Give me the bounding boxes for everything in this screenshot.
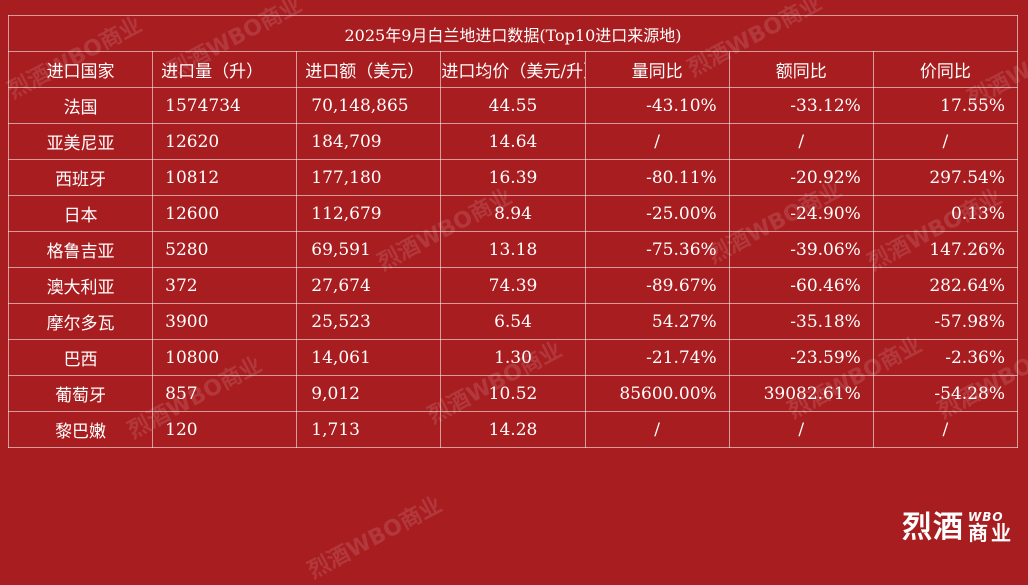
cell-price-yoy: 147.26% <box>872 231 1019 268</box>
cell-avg-price: 1.30 <box>440 339 586 376</box>
cell-price-yoy: 17.55% <box>872 87 1019 124</box>
cell-amount-yoy: -39.06% <box>728 231 874 268</box>
cell-volume-yoy: -25.00% <box>584 195 730 232</box>
cell-country: 格鲁吉亚 <box>7 231 154 268</box>
cell-amount: 112,679 <box>296 195 442 232</box>
cell-volume-yoy: -89.67% <box>584 267 730 304</box>
cell-volume-yoy: / <box>584 123 730 160</box>
cell-amount-yoy: -23.59% <box>728 339 874 376</box>
cell-country: 葡萄牙 <box>7 375 154 412</box>
cell-amount: 14,061 <box>296 339 442 376</box>
cell-avg-price: 14.28 <box>440 411 586 448</box>
cell-amount-yoy: -24.90% <box>728 195 874 232</box>
brand-logo: 烈酒 WBO 商业 <box>902 511 1014 543</box>
table-row: 摩尔多瓦 3900 25,523 6.54 54.27% -35.18% -57.98% <box>7 303 1019 340</box>
cell-volume: 10800 <box>152 339 298 376</box>
cell-volume-yoy: 85600.00% <box>584 375 730 412</box>
cell-country: 法国 <box>7 87 154 124</box>
cell-country: 黎巴嫩 <box>7 411 154 448</box>
cell-avg-price: 13.18 <box>440 231 586 268</box>
cell-price-yoy: -2.36% <box>872 339 1019 376</box>
cell-country: 亚美尼亚 <box>7 123 154 160</box>
cell-amount-yoy: / <box>728 123 874 160</box>
brand-name-en: WBO <box>968 510 1004 524</box>
title-row: 2025年9月白兰地进口数据(Top10进口来源地) <box>8 15 1018 52</box>
data-table: 2025年9月白兰地进口数据(Top10进口来源地) 进口国家 进口量（升） 进… <box>7 15 1019 448</box>
table-row: 黎巴嫩 120 1,713 14.28// / <box>7 411 1019 448</box>
cell-country: 澳大利亚 <box>7 267 154 304</box>
brand-subtitle: 商业 <box>968 521 1014 545</box>
cell-volume: 120 <box>152 411 298 448</box>
cell-volume: 5280 <box>152 231 298 268</box>
header-country: 进口国家 <box>7 51 154 88</box>
cell-volume: 3900 <box>152 303 298 340</box>
table-row: 巴西 10800 14,061 1.30 -21.74% -23.59% -2.36% <box>7 339 1019 376</box>
cell-amount: 177,180 <box>296 159 442 196</box>
cell-price-yoy: / <box>872 123 1019 160</box>
cell-avg-price: 16.39 <box>440 159 586 196</box>
header-volume: 进口量（升） <box>152 51 298 88</box>
cell-volume: 12600 <box>152 195 298 232</box>
table-body: 法国 1574734 70,148,865 44.55 -43.10% -33.12% 17… <box>7 87 1019 448</box>
cell-country: 摩尔多瓦 <box>7 303 154 340</box>
cell-price-yoy: 282.64% <box>872 267 1019 304</box>
cell-amount-yoy: -20.92% <box>728 159 874 196</box>
cell-price-yoy: -54.28% <box>872 375 1019 412</box>
cell-avg-price: 10.52 <box>440 375 586 412</box>
cell-country: 西班牙 <box>7 159 154 196</box>
cell-amount-yoy: -33.12% <box>728 87 874 124</box>
cell-amount: 9,012 <box>296 375 442 412</box>
cell-avg-price: 74.39 <box>440 267 586 304</box>
table-row: 葡萄牙 857 9,012 10.52 85600.00% 39082.61% -54.28… <box>7 375 1019 412</box>
header-amount-yoy: 额同比 <box>728 51 874 88</box>
cell-amount-yoy: 39082.61% <box>728 375 874 412</box>
header-volume-yoy: 量同比 <box>584 51 730 88</box>
cell-amount: 70,148,865 <box>296 87 442 124</box>
table-row: 法国 1574734 70,148,865 44.55 -43.10% -33.12% 17… <box>7 87 1019 124</box>
cell-amount-yoy: / <box>728 411 874 448</box>
header-avg-price: 进口均价（美元/升） <box>440 51 586 88</box>
header-row: 进口国家 进口量（升） 进口额（美元） 进口均价（美元/升） 量同比 额同比 价… <box>7 51 1019 88</box>
cell-volume-yoy: / <box>584 411 730 448</box>
cell-volume: 372 <box>152 267 298 304</box>
table-title: 2025年9月白兰地进口数据(Top10进口来源地) <box>8 15 1018 52</box>
header-price-yoy: 价同比 <box>872 51 1019 88</box>
cell-volume-yoy: -43.10% <box>584 87 730 124</box>
brandy-import-table: 2025年9月白兰地进口数据(Top10进口来源地) 进口国家 进口量（升） 进… <box>7 15 1019 448</box>
brand-name-cn: 烈酒 <box>902 510 964 545</box>
cell-volume: 10812 <box>152 159 298 196</box>
table-row: 西班牙 10812 177,180 16.39 -80.11% -20.92% 297.54… <box>7 159 1019 196</box>
table-row: 日本 12600 112,679 8.94 -25.00% -24.90% 0.13% <box>7 195 1019 232</box>
cell-amount: 25,523 <box>296 303 442 340</box>
table-row: 亚美尼亚 12620 184,709 14.64// / <box>7 123 1019 160</box>
cell-amount: 69,591 <box>296 231 442 268</box>
cell-volume: 857 <box>152 375 298 412</box>
cell-price-yoy: 297.54% <box>872 159 1019 196</box>
cell-volume: 12620 <box>152 123 298 160</box>
cell-avg-price: 8.94 <box>440 195 586 232</box>
cell-volume-yoy: -21.74% <box>584 339 730 376</box>
cell-price-yoy: -57.98% <box>872 303 1019 340</box>
cell-amount-yoy: -35.18% <box>728 303 874 340</box>
cell-price-yoy: 0.13% <box>872 195 1019 232</box>
cell-amount: 184,709 <box>296 123 442 160</box>
cell-amount-yoy: -60.46% <box>728 267 874 304</box>
cell-country: 巴西 <box>7 339 154 376</box>
header-amount: 进口额（美元） <box>296 51 442 88</box>
cell-volume: 1574734 <box>152 87 298 124</box>
table-row: 格鲁吉亚 5280 69,591 13.18 -75.36% -39.06% 147.26% <box>7 231 1019 268</box>
table-row: 澳大利亚 372 27,674 74.39 -89.67% -60.46% 282.64% <box>7 267 1019 304</box>
watermark: 烈酒WBO商业 <box>303 492 447 584</box>
cell-amount: 27,674 <box>296 267 442 304</box>
cell-avg-price: 6.54 <box>440 303 586 340</box>
cell-avg-price: 44.55 <box>440 87 586 124</box>
brand-side: WBO 商业 <box>968 511 1014 543</box>
cell-volume-yoy: 54.27% <box>584 303 730 340</box>
cell-volume-yoy: -80.11% <box>584 159 730 196</box>
cell-volume-yoy: -75.36% <box>584 231 730 268</box>
cell-country: 日本 <box>7 195 154 232</box>
cell-amount: 1,713 <box>296 411 442 448</box>
cell-price-yoy: / <box>872 411 1019 448</box>
cell-avg-price: 14.64 <box>440 123 586 160</box>
